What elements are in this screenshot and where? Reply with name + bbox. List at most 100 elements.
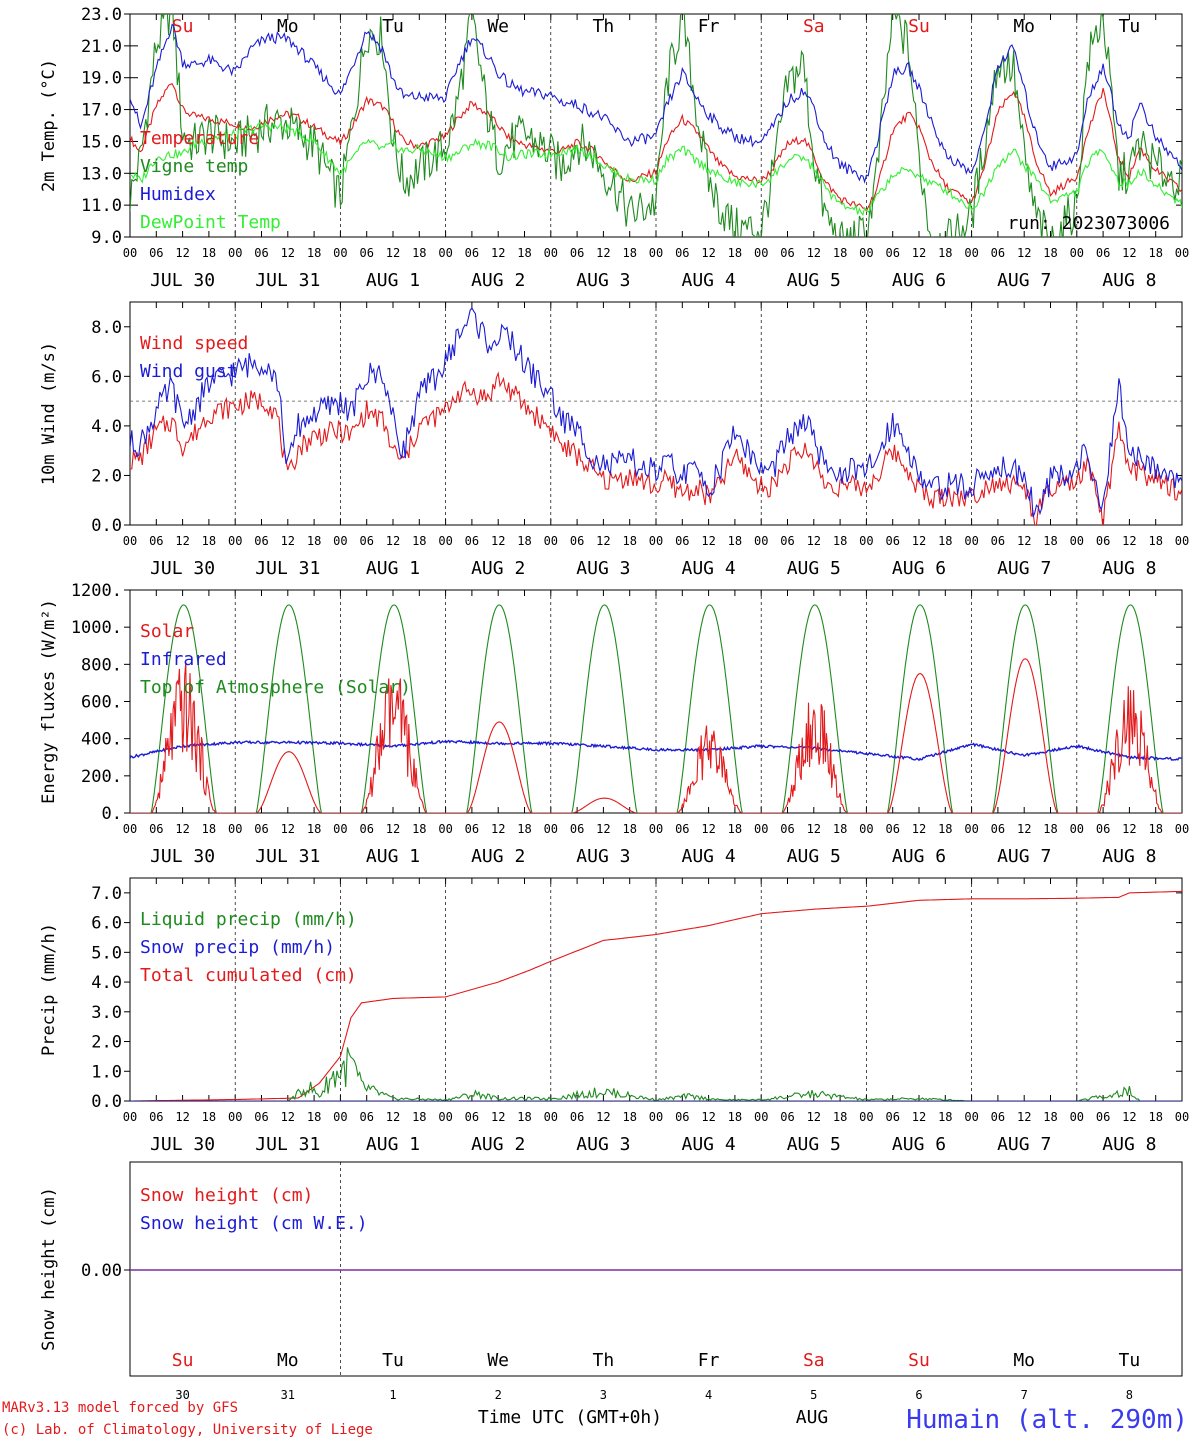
hour-tick-label: 06: [780, 1110, 794, 1124]
hour-tick-label: 12: [1017, 534, 1031, 548]
hour-tick-label: 18: [517, 534, 531, 548]
day-number-label: 3: [600, 1388, 607, 1402]
y-axis-label: 10m Wind (m/s): [39, 342, 59, 485]
date-label: AUG 7: [997, 846, 1051, 867]
hour-tick-label: 00: [123, 534, 137, 548]
y-axis-label: Energy fluxes (W/m²): [39, 599, 59, 804]
date-label: JUL 31: [255, 270, 320, 291]
hour-tick-label: 12: [701, 246, 715, 260]
hour-tick-label: 18: [833, 534, 847, 548]
hour-tick-label: 00: [123, 246, 137, 260]
date-label: AUG 1: [366, 270, 420, 291]
station-label: Humain (alt. 290m): [906, 1405, 1188, 1435]
hour-tick-label: 00: [228, 1110, 242, 1124]
hour-tick-label: 06: [780, 534, 794, 548]
hour-tick-label: 00: [228, 246, 242, 260]
y-tick-label: 5.0: [91, 943, 122, 963]
hour-tick-label: 06: [359, 822, 373, 836]
series-line-total-cumulated-cm-: [130, 890, 1182, 1101]
hour-tick-label: 00: [1070, 246, 1084, 260]
hour-tick-label: 06: [359, 534, 373, 548]
hour-tick-label: 06: [1096, 1110, 1110, 1124]
hour-tick-label: 06: [675, 822, 689, 836]
hour-tick-label: 06: [570, 822, 584, 836]
hour-tick-label: 12: [386, 246, 400, 260]
date-label: AUG 2: [471, 558, 525, 579]
y-tick-label: 6.0: [91, 367, 122, 387]
date-label: AUG 6: [892, 558, 946, 579]
credit-line-1: MARv3.13 model forced by GFS: [2, 1400, 238, 1416]
hour-tick-label: 00: [964, 246, 978, 260]
plot-area: [130, 14, 1182, 237]
y-tick-label: 11.0: [81, 196, 122, 216]
series-line-dewpoint-temp: [130, 121, 1182, 217]
hour-tick-label: 00: [649, 822, 663, 836]
y-tick-label: 7.0: [91, 884, 122, 904]
hour-tick-label: 06: [465, 246, 479, 260]
hour-tick-label: 18: [412, 822, 426, 836]
hour-tick-label: 12: [596, 1110, 610, 1124]
hour-tick-label: 18: [1148, 246, 1162, 260]
hour-tick-label: 06: [465, 1110, 479, 1124]
weekday-label: We: [487, 1350, 509, 1371]
hour-tick-label: 12: [1122, 534, 1136, 548]
hour-tick-label: 00: [544, 534, 558, 548]
hour-tick-label: 06: [991, 822, 1005, 836]
y-axis-label: 2m Temp. (°C): [39, 59, 59, 192]
hour-tick-label: 12: [175, 534, 189, 548]
series-line-temperature: [130, 83, 1182, 213]
day-number-label: 5: [810, 1388, 817, 1402]
legend-entry: Temperature: [140, 128, 259, 149]
day-number-label: 7: [1021, 1388, 1028, 1402]
hour-tick-label: 18: [307, 246, 321, 260]
date-label: AUG 8: [1102, 558, 1156, 579]
y-axis-label: Precip (mm/h): [39, 923, 59, 1056]
hour-tick-label: 12: [596, 246, 610, 260]
hour-tick-label: 12: [701, 534, 715, 548]
hour-tick-label: 00: [649, 534, 663, 548]
panel-frame: [129, 589, 1183, 814]
hour-tick-label: 06: [1096, 534, 1110, 548]
hour-tick-label: 06: [1096, 246, 1110, 260]
y-tick-label: 800.: [81, 655, 122, 675]
date-label: AUG 3: [576, 846, 630, 867]
date-label: AUG 8: [1102, 1134, 1156, 1155]
series-line-top-of-atmosphere: [130, 604, 1182, 813]
hour-tick-label: 00: [123, 1110, 137, 1124]
hour-tick-label: 06: [1096, 822, 1110, 836]
hour-tick-label: 18: [622, 246, 636, 260]
date-label: AUG 3: [576, 1134, 630, 1155]
y-tick-label: 0.0: [91, 1092, 122, 1112]
series-line-wind-gust: [130, 306, 1182, 518]
hour-tick-label: 00: [123, 822, 137, 836]
y-tick-label: 1.0: [91, 1062, 122, 1082]
hour-tick-label: 12: [1017, 246, 1031, 260]
hour-tick-label: 00: [544, 246, 558, 260]
date-label: AUG 2: [471, 1134, 525, 1155]
hour-tick-label: 06: [465, 534, 479, 548]
hour-tick-label: 18: [622, 1110, 636, 1124]
hour-tick-label: 18: [728, 534, 742, 548]
hour-tick-label: 00: [1175, 246, 1189, 260]
hour-tick-label: 12: [386, 822, 400, 836]
date-label: AUG 5: [787, 1134, 841, 1155]
date-label: AUG 1: [366, 1134, 420, 1155]
weekday-label: We: [487, 16, 509, 37]
series-line-humidex: [130, 23, 1182, 184]
hour-tick-label: 00: [649, 246, 663, 260]
y-tick-label: 21.0: [81, 37, 122, 57]
hour-tick-label: 12: [281, 246, 295, 260]
hour-tick-label: 18: [202, 1110, 216, 1124]
hour-tick-label: 06: [885, 822, 899, 836]
hour-tick-label: 06: [149, 246, 163, 260]
hour-tick-label: 00: [544, 822, 558, 836]
plot-area: [130, 890, 1182, 1101]
hour-tick-label: 18: [412, 534, 426, 548]
date-label: AUG 6: [892, 270, 946, 291]
hour-tick-label: 18: [1148, 534, 1162, 548]
hour-tick-label: 12: [1122, 1110, 1136, 1124]
hour-tick-label: 12: [1122, 822, 1136, 836]
hour-tick-label: 18: [622, 822, 636, 836]
hour-tick-label: 00: [438, 822, 452, 836]
hour-tick-label: 18: [1043, 1110, 1057, 1124]
